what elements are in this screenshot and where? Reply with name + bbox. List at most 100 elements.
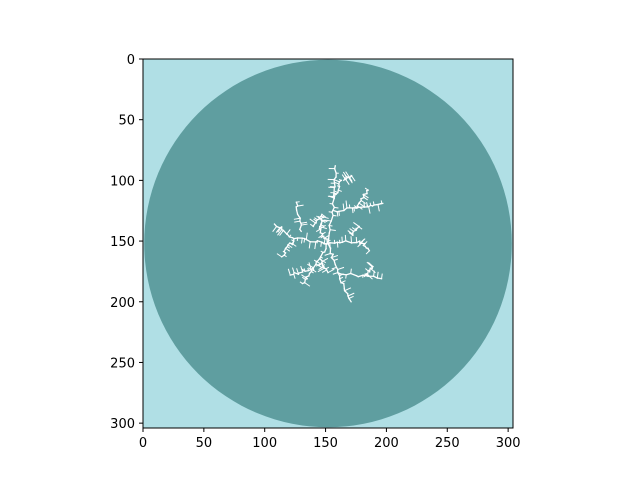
cluster-twig xyxy=(328,195,335,199)
cluster-twig xyxy=(337,266,345,271)
cluster-branch xyxy=(349,272,358,277)
cluster-twig xyxy=(369,267,376,274)
cluster-branch xyxy=(282,229,288,236)
cluster-twig xyxy=(364,187,369,191)
cluster-twig xyxy=(357,225,363,230)
cluster-twig xyxy=(293,273,296,279)
cluster-branch xyxy=(293,271,300,276)
cluster-branch xyxy=(327,232,330,240)
cluster-branch xyxy=(372,275,379,279)
cluster-twig xyxy=(291,243,297,247)
cluster-twig xyxy=(356,205,363,210)
cluster-branch xyxy=(333,167,337,174)
cluster-twig xyxy=(347,292,355,297)
cluster-branch xyxy=(330,214,334,222)
cluster-twig xyxy=(305,232,308,241)
y-tick-label: 150 xyxy=(110,235,135,250)
x-axis: 0 50 100 150 200 250 300 xyxy=(139,428,521,451)
cluster-twig xyxy=(317,267,326,273)
cluster-twig xyxy=(324,252,331,256)
cluster-branch xyxy=(343,282,346,290)
cluster-branch xyxy=(331,197,335,205)
cluster-branch xyxy=(333,259,337,266)
cluster-twig xyxy=(300,221,308,224)
cluster-branch xyxy=(295,209,299,216)
cluster-twig xyxy=(343,287,352,292)
axes-frame xyxy=(142,58,514,429)
cluster-branch xyxy=(348,297,353,303)
cluster-twig xyxy=(329,229,336,232)
cluster-twig xyxy=(308,241,311,249)
cluster-twig xyxy=(321,269,328,273)
cluster-branch xyxy=(327,242,331,249)
cluster-branch xyxy=(357,274,364,278)
cluster-twig xyxy=(362,193,369,199)
cluster-twig xyxy=(286,229,291,235)
cluster-twig xyxy=(345,171,351,179)
cluster-twig xyxy=(345,178,350,185)
image-area xyxy=(143,59,513,428)
cluster-twig xyxy=(277,228,283,236)
cluster-twig xyxy=(366,273,373,280)
cluster-twig xyxy=(297,204,304,207)
cluster-twig xyxy=(309,218,317,224)
cluster-branch xyxy=(296,213,302,220)
cluster-twig xyxy=(287,244,293,249)
cluster-twig xyxy=(321,213,326,218)
cluster xyxy=(272,165,384,303)
cluster-twig xyxy=(300,223,308,226)
y-tick-label: 0 xyxy=(127,53,135,68)
cluster-twig xyxy=(351,207,354,214)
cluster-twig xyxy=(300,265,304,273)
cluster-twig xyxy=(376,271,379,279)
cluster-twig xyxy=(323,234,330,239)
cluster-twig xyxy=(342,203,345,212)
cluster-twig xyxy=(380,273,383,280)
cluster-twig xyxy=(347,176,353,184)
cluster-branch xyxy=(338,209,345,213)
x-tick-label: 200 xyxy=(374,436,399,451)
cluster-twig xyxy=(279,229,285,236)
cluster-branch xyxy=(333,165,337,170)
cluster-twig xyxy=(275,227,281,233)
y-tick-label: 50 xyxy=(118,114,135,129)
x-tick-label: 300 xyxy=(496,436,521,451)
cluster-twig xyxy=(301,274,308,280)
cluster-branch xyxy=(319,251,324,258)
cluster-twig xyxy=(315,262,323,267)
cluster-twig xyxy=(327,268,335,274)
cluster-twig xyxy=(314,241,317,250)
cluster-branch xyxy=(273,223,278,228)
cluster-twig xyxy=(330,254,339,259)
cluster-branch xyxy=(295,201,299,207)
cluster-twig xyxy=(320,241,323,247)
cluster-twig xyxy=(291,267,295,274)
cluster-twig xyxy=(365,250,371,255)
cluster-twig xyxy=(320,219,328,223)
cluster-twig xyxy=(334,181,340,185)
x-tick-label: 150 xyxy=(313,436,338,451)
cluster-twig xyxy=(322,216,329,219)
cluster-twig xyxy=(345,200,348,209)
cluster-twig xyxy=(308,262,312,271)
cluster-branch xyxy=(305,238,312,243)
cluster-twig xyxy=(350,268,352,275)
cluster-twig xyxy=(293,217,301,220)
cluster-twig xyxy=(377,203,380,212)
cluster-twig xyxy=(350,175,356,182)
cluster-twig xyxy=(366,261,373,268)
x-tick-label: 50 xyxy=(196,436,213,451)
y-tick-label: 250 xyxy=(110,356,135,371)
cluster-twig xyxy=(331,266,338,270)
cluster-twig xyxy=(272,225,278,233)
cluster-twig xyxy=(324,219,332,222)
cluster-twig xyxy=(287,268,291,276)
cluster-twig xyxy=(294,220,301,223)
cluster-twig xyxy=(338,178,343,182)
cluster-branch xyxy=(289,273,295,276)
y-axis: 0 50 100 150 200 250 300 xyxy=(110,53,143,432)
cluster-branch xyxy=(333,192,337,199)
cluster-branch xyxy=(331,206,336,214)
cluster-twig xyxy=(367,262,374,268)
cluster-twig xyxy=(284,247,291,252)
